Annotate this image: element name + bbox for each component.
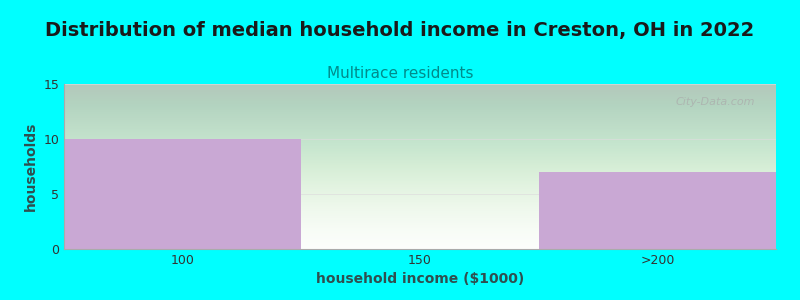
Text: City-Data.com: City-Data.com bbox=[675, 97, 754, 107]
Text: Multirace residents: Multirace residents bbox=[326, 66, 474, 81]
Text: Distribution of median household income in Creston, OH in 2022: Distribution of median household income … bbox=[46, 21, 754, 40]
Y-axis label: households: households bbox=[24, 122, 38, 211]
Bar bbox=[64, 139, 302, 249]
Bar bbox=[538, 172, 776, 249]
X-axis label: household income ($1000): household income ($1000) bbox=[316, 272, 524, 286]
